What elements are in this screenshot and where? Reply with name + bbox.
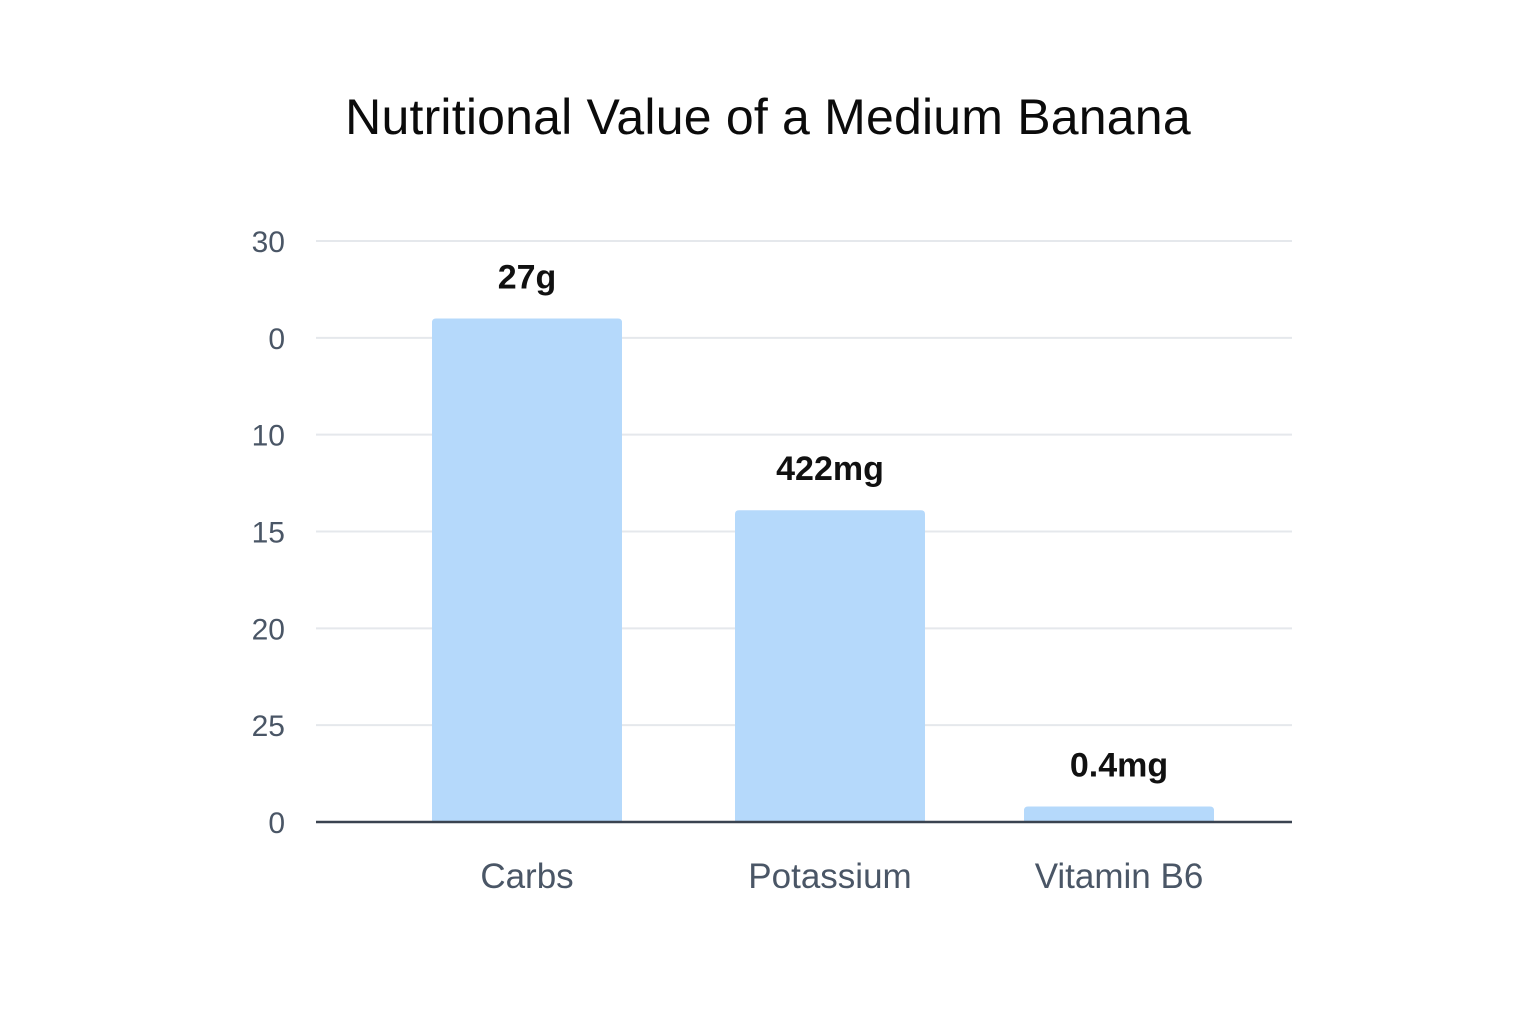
y-tick-label: 0 — [268, 323, 285, 356]
y-tick-label: 0 — [268, 807, 285, 840]
y-tick-label: 25 — [252, 710, 285, 743]
y-tick-label: 20 — [252, 613, 285, 646]
chart-title: Nutritional Value of a Medium Banana — [345, 89, 1191, 145]
bars — [432, 318, 1214, 822]
data-label: 0.4mg — [1070, 747, 1168, 785]
bar-vitamin-b6 — [1024, 806, 1214, 822]
data-label: 422mg — [776, 450, 884, 488]
y-tick-label: 10 — [252, 420, 285, 453]
category-label: Vitamin B6 — [1035, 857, 1204, 896]
y-tick-label: 30 — [252, 226, 285, 259]
category-labels: Carbs Potassium Vitamin B6 — [480, 857, 1203, 896]
bar-potassium — [735, 510, 925, 822]
category-label: Carbs — [480, 857, 573, 896]
bar-carbs — [432, 318, 622, 822]
data-labels: 27g 422mg 0.4mg — [498, 258, 1168, 784]
y-axis-ticks: 0 25 20 15 10 0 30 — [252, 226, 285, 840]
category-label: Potassium — [748, 857, 911, 896]
data-label: 27g — [498, 258, 557, 296]
y-tick-label: 15 — [252, 517, 285, 550]
